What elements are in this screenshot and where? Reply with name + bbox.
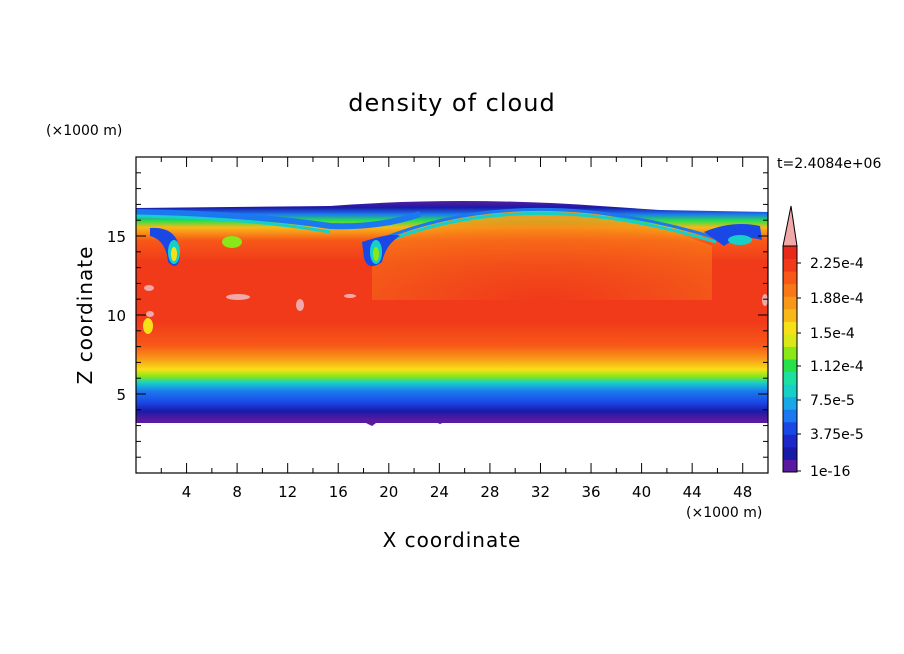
x-unit-label: (×1000 m) <box>686 505 762 521</box>
colorbar-label: 1e-16 <box>810 464 850 480</box>
colorbar-swatch <box>783 258 797 272</box>
x-axis-ticks: 4 8 12 16 20 24 28 32 36 40 44 48 <box>160 157 752 501</box>
time-annotation: t=2.4084e+06 <box>777 156 881 172</box>
colorbar-swatch <box>783 321 797 335</box>
y-axis-title: Z coordinate <box>73 246 97 385</box>
eddy-left <box>150 227 180 266</box>
x-tick-label: 16 <box>329 483 348 501</box>
x-tick-label: 32 <box>531 483 550 501</box>
colorbar-swatch <box>783 409 797 423</box>
colorbar-label: 7.5e-5 <box>810 393 855 409</box>
eddy-right <box>704 224 762 246</box>
x-tick-label: 44 <box>683 483 702 501</box>
y-unit-label: (×1000 m) <box>46 123 122 139</box>
colorbar-swatch <box>783 359 797 373</box>
colorbar-swatch <box>783 446 797 460</box>
colorbar-swatch <box>783 283 797 297</box>
x-tick-label: 24 <box>430 483 449 501</box>
x-tick-label: 20 <box>379 483 398 501</box>
y-tick-label: 10 <box>107 307 126 325</box>
colorbar-swatch <box>783 434 797 448</box>
y-axis-ticks: 5 10 15 <box>107 172 768 458</box>
colorbar-swatch <box>783 271 797 285</box>
x-tick-label: 48 <box>733 483 752 501</box>
colorbar-frame <box>782 245 798 473</box>
density-field <box>136 201 768 426</box>
y-tick-label: 15 <box>107 228 126 246</box>
cloud-dome <box>372 208 712 300</box>
colorbar-label: 2.25e-4 <box>810 256 864 272</box>
dome-edge <box>369 212 717 250</box>
x-tick-label: 4 <box>182 483 192 501</box>
colorbar-swatch <box>783 246 797 260</box>
colorbar-swatch <box>783 333 797 347</box>
x-axis-title: X coordinate <box>383 528 522 552</box>
colorbar-swatch <box>783 459 797 473</box>
colorbar-swatch <box>783 384 797 398</box>
x-tick-label: 28 <box>480 483 499 501</box>
colorbar-label: 1.12e-4 <box>810 359 864 375</box>
colorbar-label: 1.88e-4 <box>810 291 864 307</box>
x-tick-label: 36 <box>581 483 600 501</box>
x-tick-label: 40 <box>632 483 651 501</box>
eddy-center <box>362 234 400 267</box>
y-tick-label: 5 <box>116 386 126 404</box>
x-tick-label: 12 <box>278 483 297 501</box>
colorbar-swatch <box>783 371 797 385</box>
colorbar-label: 3.75e-5 <box>810 427 864 443</box>
colorbar: 2.25e-4 1.88e-4 1.5e-4 1.12e-4 7.5e-5 3.75e-5… <box>782 205 864 480</box>
colorbar-swatch <box>783 421 797 435</box>
colorbar-overflow-arrow <box>782 205 798 247</box>
colorbar-swatch <box>783 396 797 410</box>
colorbar-swatch <box>783 308 797 322</box>
colorbar-swatch <box>783 296 797 310</box>
overflow-speckles <box>144 285 768 317</box>
chart-title: density of cloud <box>348 89 555 117</box>
colorbar-label: 1.5e-4 <box>810 326 855 342</box>
x-tick-label: 8 <box>232 483 242 501</box>
colorbar-swatch <box>783 346 797 360</box>
